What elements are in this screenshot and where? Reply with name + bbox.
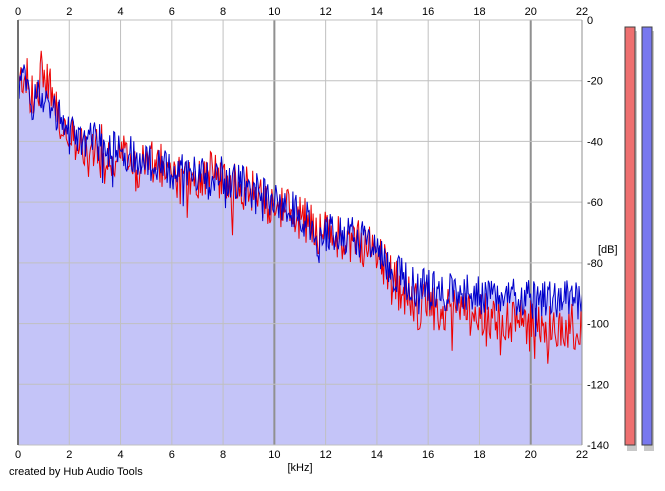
x-tick-label-top: 20 <box>525 6 537 18</box>
level-meter-bar-channel-2 <box>641 26 653 446</box>
y-axis-label: [dB] <box>598 244 618 256</box>
x-tick-label-bottom: 10 <box>268 449 280 461</box>
y-tick-label: -20 <box>587 76 603 88</box>
y-tick-label: 0 <box>587 15 593 27</box>
x-axis-label: [kHz] <box>287 462 312 474</box>
x-tick-label-bottom: 18 <box>473 449 485 461</box>
x-tick-label-top: 8 <box>220 6 226 18</box>
x-tick-label-top: 2 <box>66 6 72 18</box>
x-tick-label-bottom: 12 <box>320 449 332 461</box>
y-tick-label: -40 <box>587 136 603 148</box>
x-tick-label-top: 4 <box>117 6 123 18</box>
x-tick-label-bottom: 4 <box>117 449 123 461</box>
series-line-channel-2 <box>17 64 583 337</box>
x-tick-label-top: 22 <box>576 6 588 18</box>
y-tick-label: -60 <box>587 197 603 209</box>
level-meter-bar-channel-1 <box>624 26 636 446</box>
x-tick-label-top: 18 <box>473 6 485 18</box>
y-tick-label: -140 <box>587 440 609 452</box>
spectrum-fill-area <box>18 50 582 446</box>
x-tick-label-bottom: 6 <box>169 449 175 461</box>
x-tick-label-top: 10 <box>268 6 280 18</box>
x-tick-label-top: 0 <box>15 6 21 18</box>
x-tick-label-top: 16 <box>422 6 434 18</box>
x-tick-label-bottom: 0 <box>15 449 21 461</box>
credit-text: created by Hub Audio Tools <box>9 466 143 478</box>
x-tick-label-bottom: 20 <box>525 449 537 461</box>
x-tick-label-top: 14 <box>371 6 383 18</box>
x-tick-label-bottom: 8 <box>220 449 226 461</box>
x-tick-label-bottom: 22 <box>576 449 588 461</box>
x-tick-label-top: 6 <box>169 6 175 18</box>
y-tick-label: -100 <box>587 319 609 331</box>
x-tick-label-top: 12 <box>320 6 332 18</box>
y-tick-label: -120 <box>587 379 609 391</box>
x-tick-label-bottom: 14 <box>371 449 383 461</box>
y-tick-label: -80 <box>587 258 603 270</box>
x-tick-label-bottom: 2 <box>66 449 72 461</box>
x-tick-label-bottom: 16 <box>422 449 434 461</box>
